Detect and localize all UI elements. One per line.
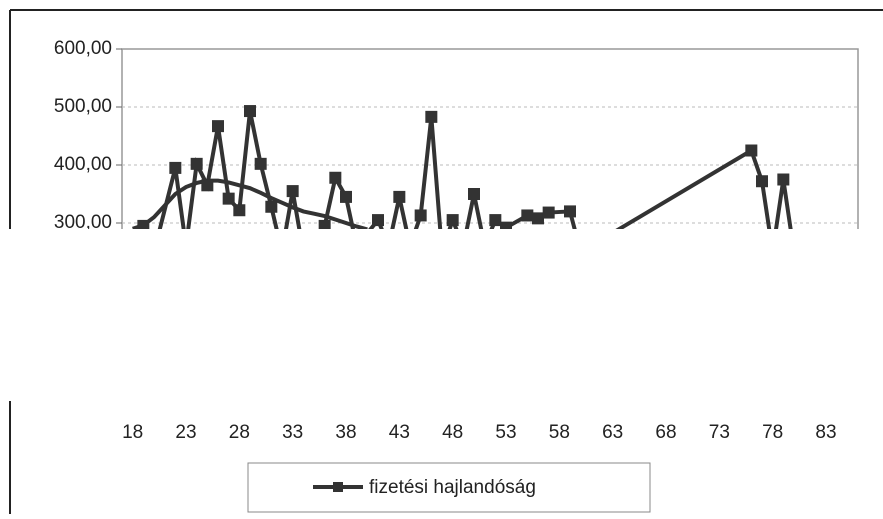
x-tick-label: 33	[282, 422, 303, 443]
marker	[393, 190, 406, 203]
marker	[222, 192, 235, 205]
legend-marker	[333, 482, 343, 492]
marker	[468, 188, 480, 200]
marker	[340, 190, 352, 203]
x-tick-label: 28	[229, 422, 250, 443]
marker	[286, 185, 299, 198]
marker	[542, 206, 555, 219]
marker	[318, 219, 331, 232]
x-tick-label: 43	[389, 422, 410, 443]
x-tick-label: 38	[335, 422, 356, 443]
x-tick-label: 83	[815, 422, 836, 443]
x-tick-label: 53	[495, 422, 516, 443]
legend-label: fizetési hajlandóság	[369, 477, 536, 498]
marker	[425, 110, 438, 123]
x-tick-label: 58	[549, 422, 570, 443]
marker	[756, 175, 768, 188]
marker	[564, 205, 576, 218]
x-tick-label: 48	[442, 422, 463, 443]
marker	[169, 161, 182, 174]
marker	[446, 214, 459, 227]
marker	[745, 144, 758, 157]
marker	[212, 120, 224, 133]
x-tick-label: 63	[602, 422, 623, 443]
x-tick-label: 78	[762, 422, 783, 443]
marker	[532, 212, 544, 225]
plot-area: 300,00 400,00 500,00 600,00 18 23 28 33 38 43 48 53…	[54, 38, 859, 443]
marker	[190, 157, 203, 170]
y-tick-label: 300,00	[54, 212, 112, 233]
marker	[329, 171, 342, 184]
marker	[265, 200, 278, 213]
marker	[233, 204, 246, 217]
x-tick-label: 73	[709, 422, 730, 443]
marker	[244, 105, 256, 118]
y-tick-label: 600,00	[54, 38, 112, 59]
marker	[414, 209, 427, 222]
y-tick-label: 500,00	[54, 96, 112, 117]
marker	[489, 214, 502, 227]
marker	[372, 214, 384, 227]
x-tick-label: 18	[122, 422, 143, 443]
marker	[254, 157, 267, 170]
marker	[201, 179, 214, 192]
marker	[521, 209, 534, 222]
marker	[137, 219, 150, 232]
x-tick-label: 23	[175, 422, 196, 443]
x-tick-label: 68	[655, 422, 676, 443]
y-tick-label: 400,00	[54, 154, 112, 175]
cutout	[0, 229, 883, 401]
marker	[777, 173, 790, 186]
